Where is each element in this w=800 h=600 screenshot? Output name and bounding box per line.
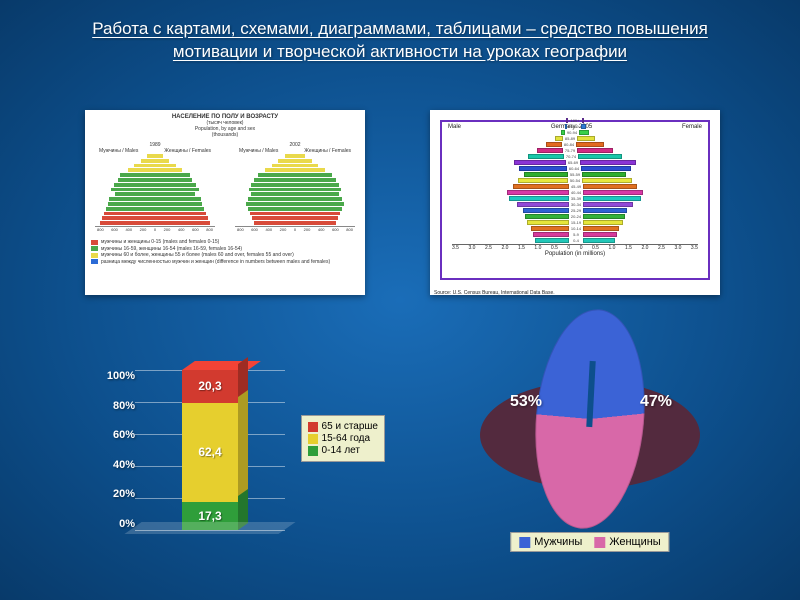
stacked-bar-chart: 100%80%60%40%20%0% 20,362,417,3 65 и ста…: [85, 360, 385, 560]
large-pyr-female: Female: [682, 124, 702, 130]
small-pyr-legend: мужчины и женщины 0-15 (males and female…: [85, 237, 365, 267]
bar-plot-area: 20,362,417,3: [135, 370, 285, 530]
large-pyr-frame: Male Germany: 2005 Female 100+95-9990-94…: [440, 120, 710, 280]
y-axis: 100%80%60%40%20%0%: [85, 370, 135, 530]
small-pyr-sub3: (thousands): [85, 132, 365, 138]
chart-grid: НАСЕЛЕНИЕ ПО ПОЛУ И ВОЗРАСТУ (тысяч чело…: [0, 0, 800, 600]
mini-pyramid-1989: 1989 Мужчины / Males Женщины / Females 8…: [95, 142, 215, 237]
pie-chart: 53% 47% МужчиныЖенщины: [440, 355, 740, 560]
small-pyramids-card: НАСЕЛЕНИЕ ПО ПОЛУ И ВОЗРАСТУ (тысяч чело…: [85, 110, 365, 295]
large-pyramid-card: Male Germany: 2005 Female 100+95-9990-94…: [430, 110, 720, 295]
pie-body: 53% 47%: [480, 365, 700, 485]
pie-legend: МужчиныЖенщины: [510, 532, 669, 552]
pie-value-label: 53%: [510, 393, 542, 411]
stacked-bar-legend: 65 и старше15-64 года0-14 лет: [301, 415, 385, 462]
large-pyr-source: Source: U.S. Census Bureau, Internationa…: [430, 290, 720, 296]
bar-floor: [124, 522, 295, 534]
mini-pyramid-2002: 2002 Мужчины / Males Женщины / Females 8…: [235, 142, 355, 237]
stacked-column: 20,362,417,3: [182, 370, 238, 530]
large-pyr-male: Male: [448, 124, 461, 130]
pie-value-label: 47%: [640, 393, 672, 411]
large-pyr-xlabel: Population (in millions): [442, 251, 708, 257]
small-pyr-heading: НАСЕЛЕНИЕ ПО ПОЛУ И ВОЗРАСТУ: [85, 110, 365, 120]
